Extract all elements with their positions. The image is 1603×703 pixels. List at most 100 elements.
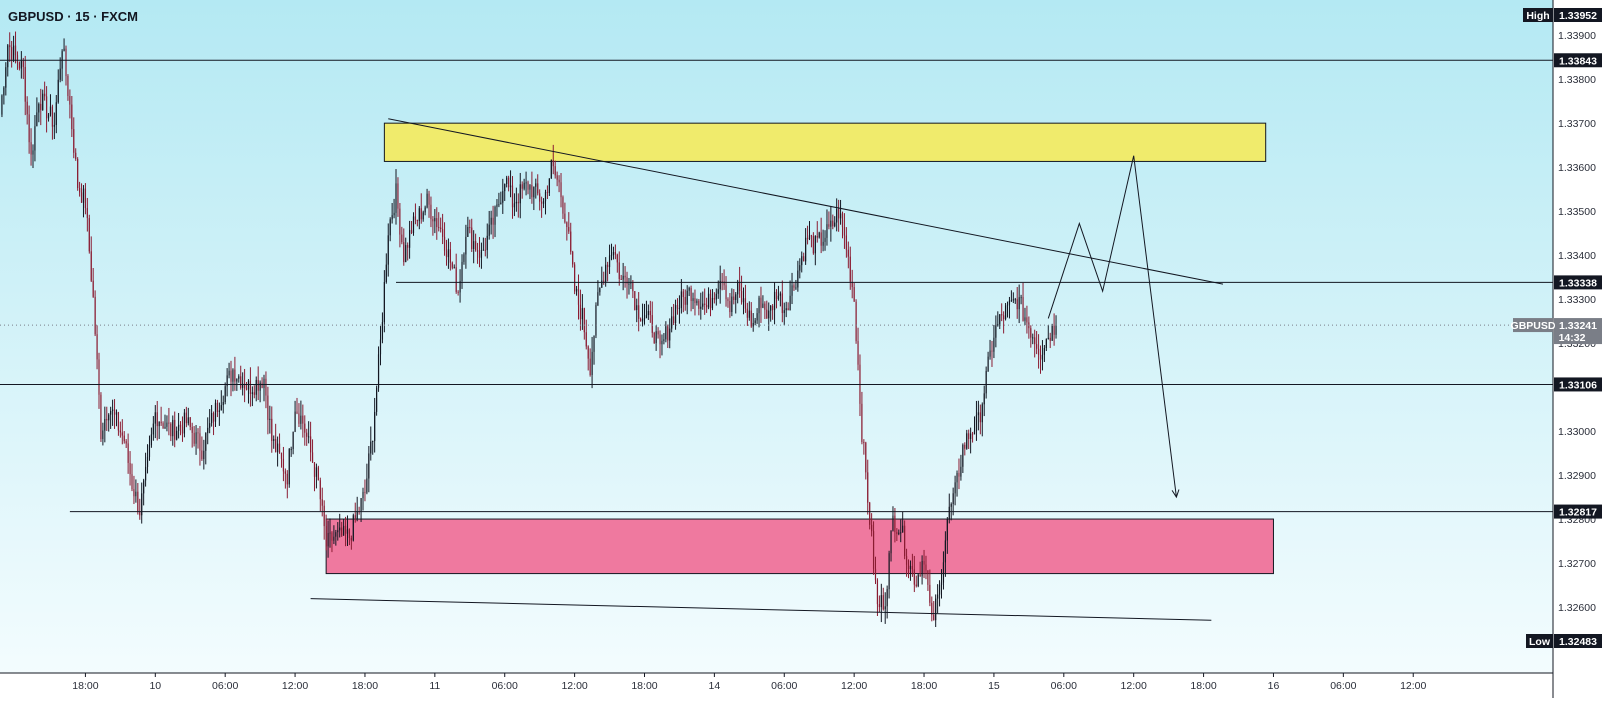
candle xyxy=(838,199,840,232)
candle xyxy=(550,159,552,179)
time-tick-label: 18:00 xyxy=(72,680,98,692)
candle xyxy=(855,299,857,344)
candle xyxy=(1028,316,1030,339)
candle xyxy=(552,144,554,175)
candle xyxy=(96,325,98,370)
candle xyxy=(867,459,869,515)
candle xyxy=(387,223,389,277)
candle xyxy=(828,211,830,230)
candle xyxy=(11,40,13,68)
candle xyxy=(1010,290,1012,302)
candle xyxy=(179,421,182,436)
candle xyxy=(451,261,453,270)
candle xyxy=(376,385,378,416)
candle xyxy=(339,513,341,538)
supply-zone[interactable] xyxy=(383,122,1267,162)
price-tick-label: 1.33700 xyxy=(1558,118,1596,130)
candle xyxy=(933,601,935,621)
candle xyxy=(1022,282,1024,322)
candle xyxy=(496,199,498,217)
candle xyxy=(554,160,556,179)
time-tick-label: 12:00 xyxy=(1121,680,1147,692)
level-price-tag: 1.32817 xyxy=(1554,504,1602,519)
candle xyxy=(597,280,599,307)
candle xyxy=(541,196,543,218)
lower-trendline[interactable] xyxy=(310,598,1212,621)
candle xyxy=(164,414,166,429)
candle xyxy=(267,386,269,435)
candle xyxy=(915,575,917,588)
candle xyxy=(92,268,94,298)
candle xyxy=(259,380,261,403)
candle xyxy=(222,395,224,414)
candle xyxy=(511,176,514,219)
candle xyxy=(690,285,692,312)
candle xyxy=(766,300,768,319)
candle xyxy=(156,400,158,441)
candle xyxy=(713,292,715,304)
candle xyxy=(364,479,366,502)
candle xyxy=(471,218,473,252)
candle xyxy=(482,237,484,251)
price-tick-label: 1.33000 xyxy=(1558,426,1596,438)
candle xyxy=(127,433,129,474)
candle xyxy=(983,385,985,417)
svg-text:High: High xyxy=(1526,10,1549,22)
time-scale-background xyxy=(0,673,1553,698)
candle xyxy=(393,198,395,219)
time-tick-label: 06:00 xyxy=(1330,680,1356,692)
candle xyxy=(152,416,154,441)
candle xyxy=(459,269,461,303)
candle xyxy=(100,392,102,442)
candle xyxy=(673,303,675,326)
projection-path[interactable] xyxy=(1047,155,1177,498)
candle xyxy=(383,270,385,333)
candle xyxy=(1024,307,1026,326)
candle xyxy=(397,177,399,217)
candle xyxy=(498,192,500,208)
candle xyxy=(515,187,517,212)
candle xyxy=(921,555,923,585)
candle xyxy=(220,390,222,411)
candle xyxy=(812,232,814,255)
candle xyxy=(987,351,989,372)
candle xyxy=(653,331,655,344)
candle xyxy=(733,289,735,305)
candle xyxy=(416,219,418,227)
upper-trendline[interactable] xyxy=(388,118,1224,285)
candle xyxy=(502,178,504,214)
candle xyxy=(676,298,679,315)
candle xyxy=(475,233,477,252)
candle xyxy=(490,210,492,235)
candle xyxy=(851,269,853,299)
candle xyxy=(59,57,61,83)
demand-zone[interactable] xyxy=(325,518,1274,575)
candle xyxy=(131,463,133,492)
candle xyxy=(805,228,807,265)
candle xyxy=(121,419,123,445)
candle xyxy=(715,288,717,306)
candle xyxy=(756,308,758,324)
candle xyxy=(620,274,622,280)
candle xyxy=(381,312,384,344)
candle xyxy=(1045,338,1047,352)
high-price-tag: 1.33952 High xyxy=(1523,8,1602,22)
candle xyxy=(449,241,451,271)
candle xyxy=(185,406,187,428)
candle xyxy=(38,102,40,123)
candle xyxy=(478,237,481,268)
candle xyxy=(67,74,69,101)
candle xyxy=(692,292,694,310)
candle xyxy=(806,225,809,245)
projection-arrowhead xyxy=(1171,489,1180,499)
candle xyxy=(341,521,343,537)
candle xyxy=(110,406,112,429)
candle xyxy=(857,327,859,371)
candle xyxy=(273,435,275,449)
candle xyxy=(973,416,976,435)
candle xyxy=(443,222,446,256)
candle xyxy=(948,493,950,524)
candle xyxy=(944,531,946,577)
candle xyxy=(53,112,55,140)
